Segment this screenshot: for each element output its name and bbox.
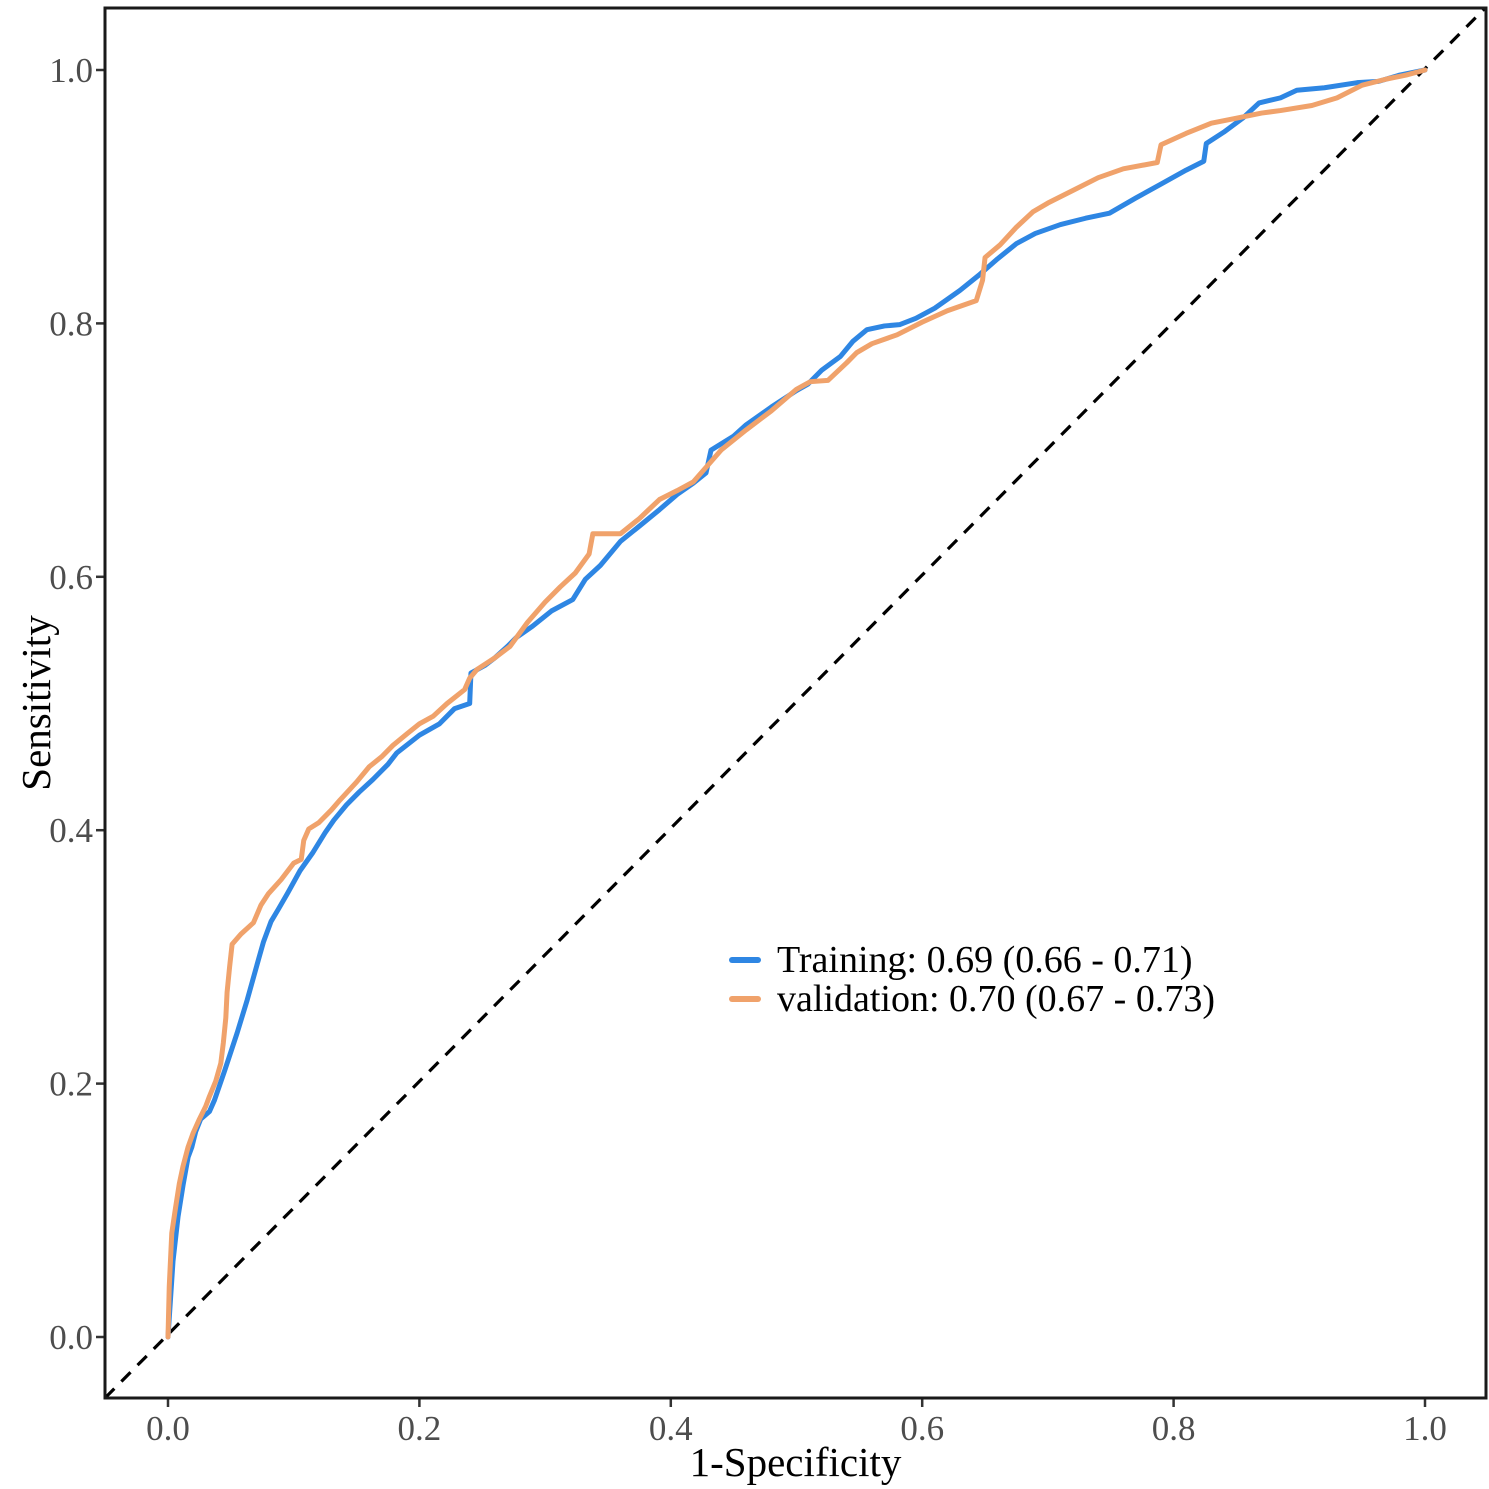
x-axis-tick-label: 0.0: [146, 1409, 190, 1448]
x-axis-title: 1-Specificity: [689, 1439, 902, 1485]
y-axis-title: Sensitivity: [13, 615, 59, 791]
x-axis-tick-label: 1.0: [1403, 1409, 1447, 1448]
y-axis-tick-label: 0.2: [49, 1065, 93, 1104]
plot-area: [105, 8, 1486, 1398]
validation-line-key-icon: [729, 996, 761, 1002]
legend: Training: 0.69 (0.66 - 0.71) validation:…: [729, 941, 1215, 1018]
legend-item-validation: validation: 0.70 (0.67 - 0.73): [729, 980, 1215, 1018]
x-axis-tick-label: 0.2: [398, 1409, 442, 1448]
legend-label-validation: validation: 0.70 (0.67 - 0.73): [777, 978, 1215, 1020]
y-axis-tick-label: 0.6: [49, 558, 93, 597]
validation-roc-curve: [165, 67, 1428, 1340]
y-axis-tick-label: 1.0: [49, 51, 93, 90]
panel-border: [103, 6, 1488, 1400]
y-axis-tick-label: 0.0: [49, 1318, 93, 1357]
legend-item-training: Training: 0.69 (0.66 - 0.71): [729, 941, 1215, 979]
x-axis-tick-label: 0.8: [1152, 1409, 1196, 1448]
x-axis-tick-label: 0.4: [649, 1409, 693, 1448]
training-line-key-icon: [729, 957, 761, 963]
x-axis-tick-label: 0.6: [900, 1409, 944, 1448]
y-axis-tick-label: 0.4: [49, 811, 93, 850]
diagonal-reference-line: [105, 8, 1486, 1398]
y-axis-tick-label: 0.8: [49, 304, 93, 343]
legend-label-training: Training: 0.69 (0.66 - 0.71): [777, 939, 1193, 981]
training-roc-curve: [165, 67, 1428, 1340]
